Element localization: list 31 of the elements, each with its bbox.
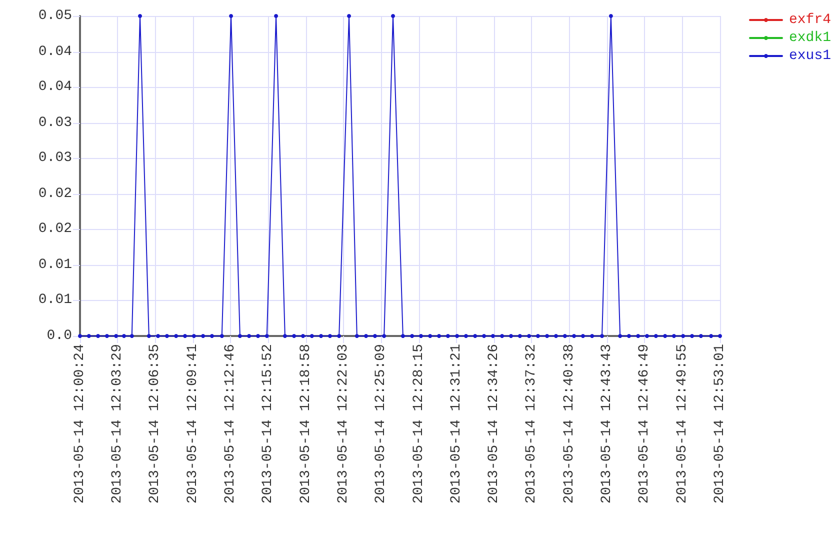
x-tick-label: 2013-05-14 12:25:09 (373, 344, 390, 504)
y-tick-label: 0.0 (46, 328, 72, 344)
x-tick-label: 2013-05-14 12:53:01 (712, 344, 728, 504)
legend-label: exus1 (788, 48, 832, 64)
y-tick-label: 0.02 (38, 221, 72, 238)
x-tick-label: 2013-05-14 12:03:29 (110, 344, 126, 504)
y-tick-label: 0.04 (38, 79, 72, 96)
x-tick-label: 2013-05-14 12:49:55 (674, 344, 690, 504)
x-tick-label: 2013-05-14 12:09:41 (184, 344, 201, 504)
x-tick-label: 2013-05-14 12:15:52 (260, 344, 276, 504)
x-tick-label: 2013-05-14 12:12:46 (222, 344, 238, 504)
x-tick-label: 2013-05-14 12:34:26 (486, 344, 502, 504)
x-tick-label: 2013-05-14 12:18:58 (298, 344, 314, 504)
x-tick-label: 2013-05-14 12:06:35 (147, 344, 164, 504)
x-tick-label: 2013-05-14 12:37:32 (524, 344, 540, 504)
x-tick-label: 2013-05-14 12:46:49 (636, 344, 653, 504)
y-tick-label: 0.01 (38, 292, 72, 308)
x-tick-label: 2013-05-14 12:28:15 (410, 344, 427, 504)
x-tick-label: 2013-05-14 12:31:21 (448, 344, 464, 504)
y-tick-label: 0.03 (38, 150, 72, 166)
x-tick-label: 2013-05-14 12:43:43 (598, 344, 615, 504)
y-tick-label: 0.03 (38, 114, 72, 131)
y-tick-label: 0.01 (38, 256, 72, 273)
legend-label: exdk1 (788, 30, 832, 46)
x-tick-label: 2013-05-14 12:00:24 (72, 344, 88, 504)
y-tick-label: 0.02 (38, 186, 72, 202)
y-tick-label: 0.04 (38, 44, 72, 60)
x-tick-label: 2013-05-14 12:40:38 (561, 344, 578, 504)
y-tick-label: 0.05 (38, 8, 72, 24)
legend-label: exfr4 (788, 12, 832, 28)
x-tick-label: 2013-05-14 12:22:03 (335, 344, 352, 504)
